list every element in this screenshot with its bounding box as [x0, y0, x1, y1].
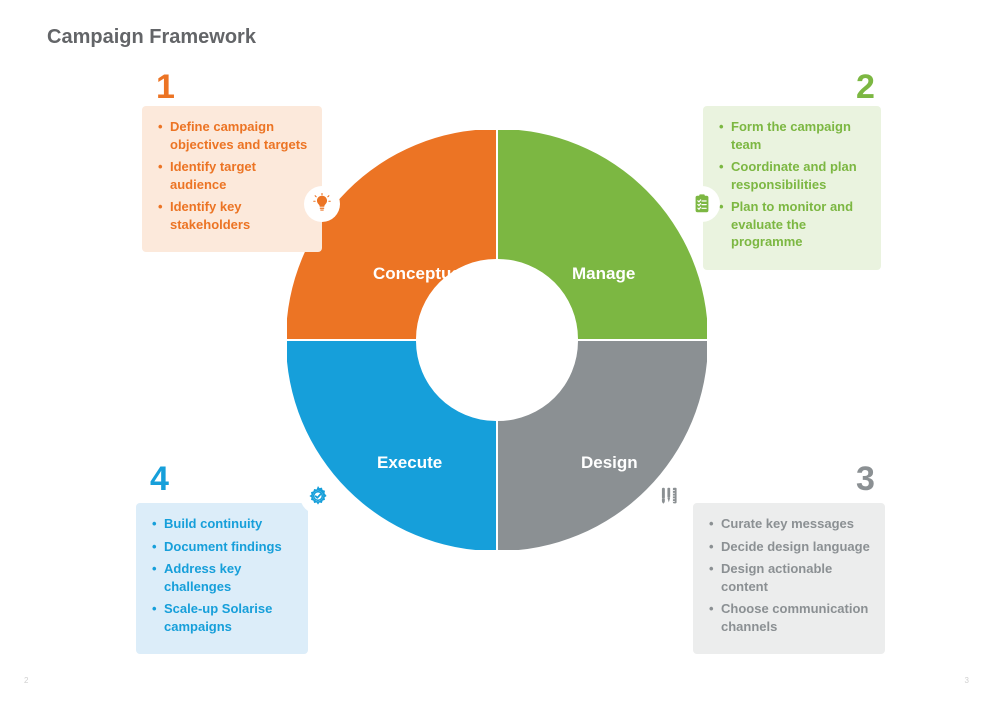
clipboard-icon [684, 186, 720, 222]
bullet: Choose communication channels [707, 600, 871, 635]
card-execute: Build continuity Document findings Address… [136, 503, 308, 654]
pen-ruler-icon [654, 478, 690, 514]
quadrant-label-conceptualise: Conceptualise [373, 264, 489, 284]
bullet: Identify target audience [156, 158, 308, 193]
bullet: Identify key stakeholders [156, 198, 308, 233]
card-conceptualise: Define campaign objectives and targets Id… [142, 106, 322, 252]
bullet: Define campaign objectives and targets [156, 118, 308, 153]
gear-check-icon [300, 478, 336, 514]
bullet: Plan to monitor and evaluate the program… [717, 198, 867, 251]
donut-svg [287, 130, 707, 550]
quadrant-label-manage: Manage [572, 264, 635, 284]
step-number-3: 3 [856, 460, 875, 499]
card-manage: Form the campaign team Coordinate and pla… [703, 106, 881, 270]
page-number-right: 3 [965, 676, 969, 685]
bullet: Decide design language [707, 538, 871, 556]
lightbulb-icon [304, 186, 340, 222]
page-number-left: 2 [24, 676, 28, 685]
bullet: Form the campaign team [717, 118, 867, 153]
page: Campaign Framework Conceptualise Manage … [0, 0, 993, 703]
page-title: Campaign Framework [47, 26, 256, 49]
bullet: Build continuity [150, 515, 294, 533]
bullet: Address key challenges [150, 560, 294, 595]
quadrant-label-design: Design [581, 453, 638, 473]
step-number-2: 2 [856, 68, 875, 107]
bullet: Document findings [150, 538, 294, 556]
quadrant-label-execute: Execute [377, 453, 442, 473]
card-design: Curate key messages Decide design languag… [693, 503, 885, 654]
bullet: Design actionable content [707, 560, 871, 595]
bullet: Scale-up Solarise campaigns [150, 600, 294, 635]
bullet: Coordinate and plan responsibilities [717, 158, 867, 193]
donut-chart [287, 130, 707, 550]
step-number-4: 4 [150, 460, 169, 499]
step-number-1: 1 [156, 68, 175, 107]
bullet: Curate key messages [707, 515, 871, 533]
